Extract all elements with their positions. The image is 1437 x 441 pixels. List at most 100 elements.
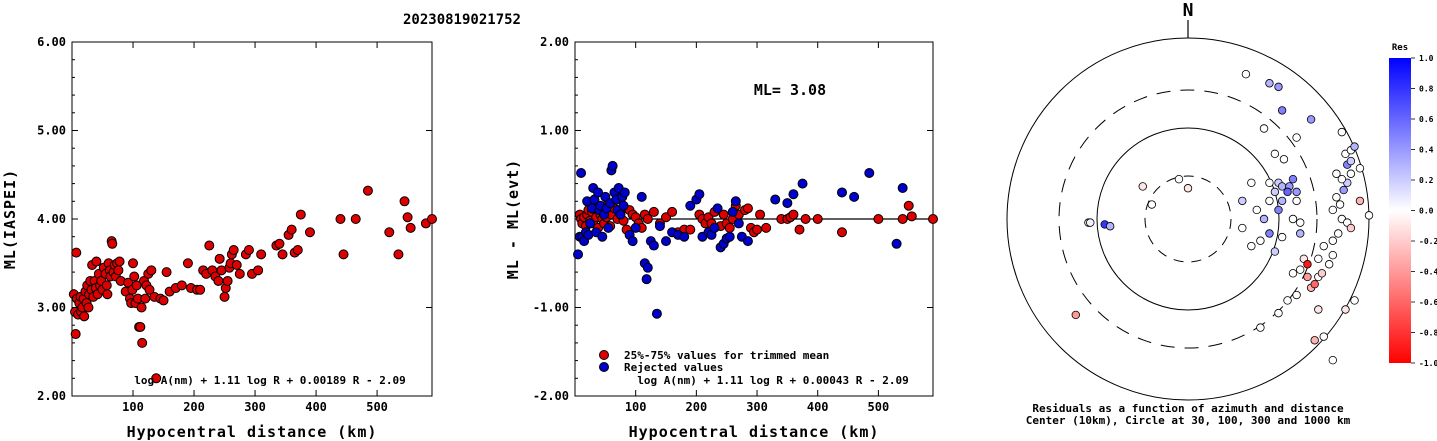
residual-point bbox=[661, 236, 672, 247]
station-residual-point bbox=[1138, 182, 1147, 191]
station-residual-point bbox=[1350, 142, 1359, 151]
magnitude-point bbox=[114, 256, 125, 267]
residual-point bbox=[903, 200, 914, 211]
magnitude-xtick-label: 300 bbox=[244, 400, 266, 414]
magnitude-point bbox=[91, 256, 102, 267]
legend-label-trimmed: 25%-75% values for trimmed mean bbox=[624, 349, 829, 362]
residual-point bbox=[742, 236, 753, 247]
station-residual-point bbox=[1319, 332, 1328, 341]
station-residual-point bbox=[1147, 200, 1156, 209]
magnitude-point bbox=[146, 265, 157, 276]
magnitude-point bbox=[140, 293, 151, 304]
magnitude-point bbox=[405, 222, 416, 233]
magnitude-point bbox=[113, 265, 124, 276]
station-residual-point bbox=[1270, 247, 1280, 256]
residual-point bbox=[770, 194, 781, 205]
residual-point bbox=[724, 222, 735, 233]
outer-circle bbox=[1006, 37, 1370, 401]
circle-30km bbox=[1144, 175, 1232, 263]
station-residual-point bbox=[1256, 323, 1265, 332]
residual-point bbox=[636, 191, 647, 202]
azimuth-panel: N Residuals as a function of azimuth and… bbox=[1006, 0, 1374, 427]
station-residual-point bbox=[1296, 218, 1305, 227]
magnitude-point bbox=[219, 291, 230, 302]
residual-point bbox=[800, 214, 811, 224]
station-residual-point bbox=[1335, 200, 1345, 209]
magnitude-point bbox=[71, 247, 82, 258]
colorbar-tick-label: 0.8 bbox=[1419, 85, 1434, 94]
residual-point bbox=[742, 203, 753, 214]
station-residual-point bbox=[1274, 82, 1283, 92]
residual-ytick-label: 0.00 bbox=[540, 212, 569, 226]
residual-panel: 100 200 300 400 500 -2.00 -1.00 0.00 1.00 2.00 ML… bbox=[504, 35, 938, 441]
station-residual-point bbox=[1292, 187, 1301, 197]
station-residual-point bbox=[1265, 229, 1274, 238]
magnitude-point bbox=[335, 214, 346, 224]
magnitude-point bbox=[131, 280, 142, 291]
residual-ylabel: ML - ML(evt) bbox=[504, 159, 522, 279]
station-residual-point bbox=[1332, 193, 1341, 202]
station-residual-point bbox=[1292, 290, 1301, 300]
magnitude-point bbox=[136, 302, 147, 313]
station-residual-point bbox=[1296, 229, 1305, 238]
station-residual-point bbox=[1252, 205, 1261, 215]
figure-title: 20230819021752 bbox=[403, 12, 521, 28]
residual-point bbox=[648, 206, 659, 217]
magnitude-ytick-label: 4.00 bbox=[37, 212, 66, 226]
residual-point bbox=[585, 218, 596, 229]
station-residual-point bbox=[1350, 296, 1359, 305]
magnitude-xlabel: Hypocentral distance (km) bbox=[127, 423, 378, 441]
residual-xtick-label: 300 bbox=[746, 400, 768, 414]
station-residual-point bbox=[1265, 178, 1274, 187]
residual-point bbox=[630, 222, 641, 233]
station-residual-point bbox=[1341, 305, 1350, 314]
residual-point bbox=[797, 178, 808, 189]
residual-point bbox=[642, 262, 653, 273]
magnitude-point bbox=[161, 267, 172, 278]
station-residual-point bbox=[1071, 310, 1080, 320]
station-residual-point bbox=[1332, 169, 1341, 178]
ml-value: ML= 3.08 bbox=[754, 81, 826, 99]
colorbar-tick-label: 0.6 bbox=[1419, 115, 1434, 124]
residual-point bbox=[615, 209, 626, 220]
magnitude-point bbox=[214, 253, 225, 264]
residual-point bbox=[712, 203, 723, 214]
colorbar-tick-label: 1.0 bbox=[1419, 54, 1434, 63]
station-residual-point bbox=[1288, 214, 1298, 224]
residual-point bbox=[812, 214, 823, 224]
station-residual-point bbox=[1086, 218, 1095, 227]
residual-point bbox=[654, 221, 665, 232]
station-residual-point bbox=[1183, 184, 1193, 193]
residual-point bbox=[788, 189, 799, 200]
magnitude-plot-frame bbox=[71, 41, 433, 397]
residual-point bbox=[607, 160, 618, 171]
station-residual-point bbox=[1310, 336, 1319, 345]
station-residual-point bbox=[1334, 229, 1343, 238]
residual-point bbox=[576, 167, 587, 178]
station-residual-point bbox=[1277, 106, 1287, 115]
station-residual-point bbox=[1310, 279, 1319, 289]
magnitude-point bbox=[243, 244, 254, 255]
legend-label-rejected: Rejected values bbox=[624, 361, 723, 374]
station-residual-point bbox=[1288, 269, 1298, 278]
station-residual-point bbox=[1292, 196, 1301, 206]
station-residual-point bbox=[1355, 196, 1365, 206]
magnitude-ytick-label: 6.00 bbox=[37, 35, 66, 49]
station-residual-point bbox=[1337, 127, 1347, 137]
station-residual-point bbox=[1279, 155, 1289, 164]
residual-point bbox=[648, 240, 659, 251]
station-residual-point bbox=[1303, 260, 1312, 269]
residual-point bbox=[788, 209, 799, 220]
station-residual-point bbox=[1328, 250, 1337, 260]
magnitude-point bbox=[79, 311, 90, 322]
residual-point bbox=[641, 274, 652, 285]
station-residual-point bbox=[1241, 69, 1251, 79]
residual-xtick-label: 200 bbox=[686, 400, 708, 414]
station-residual-point bbox=[1265, 79, 1274, 88]
station-residual-point bbox=[1314, 305, 1323, 314]
station-residual-point bbox=[1296, 265, 1305, 274]
colorbar-tick-label: 0.4 bbox=[1419, 146, 1434, 155]
residual-point bbox=[709, 222, 720, 233]
residual-point bbox=[752, 224, 763, 235]
